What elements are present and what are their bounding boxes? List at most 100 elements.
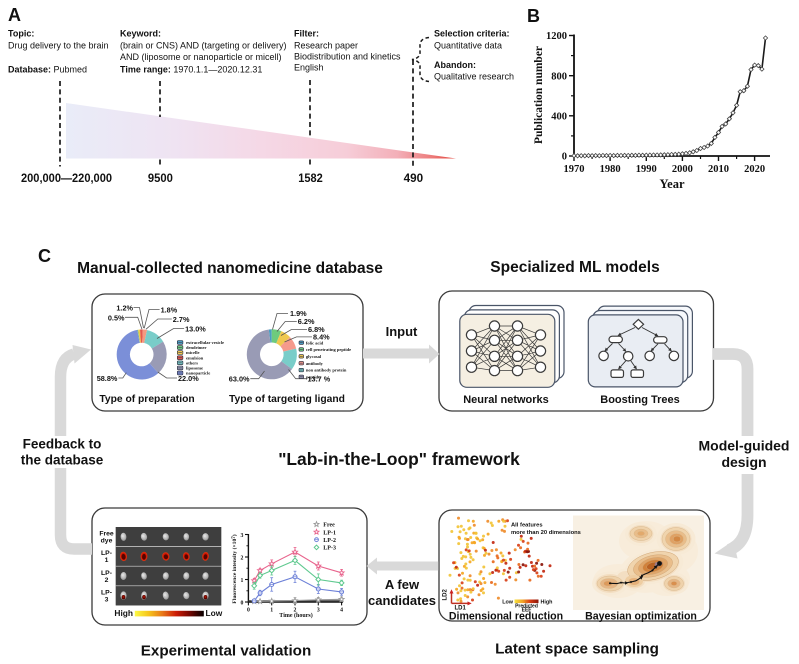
svg-text:the database: the database — [21, 453, 104, 468]
svg-text:63.0%: 63.0% — [229, 375, 250, 384]
svg-text:"Lab-in-the-Loop" framework: "Lab-in-the-Loop" framework — [278, 449, 520, 469]
svg-text:dye: dye — [101, 538, 113, 545]
svg-text:1.8%: 1.8% — [161, 306, 178, 315]
svg-text:Drug delivery to the brain: Drug delivery to the brain — [8, 41, 109, 51]
svg-text:Biodistribution and kinetics: Biodistribution and kinetics — [294, 52, 401, 62]
svg-text:Dimensional reduction: Dimensional reduction — [449, 610, 563, 622]
svg-text:candidates: candidates — [368, 593, 436, 608]
svg-text:1: 1 — [105, 557, 109, 564]
svg-text:Database: Pubmed: Database: Pubmed — [8, 65, 87, 75]
svg-text:Research paper: Research paper — [294, 41, 358, 51]
svg-text:non antibody protein: non antibody protein — [306, 368, 347, 373]
svg-text:others: others — [186, 360, 198, 365]
svg-text:200,000—220,000: 200,000—220,000 — [21, 171, 112, 185]
svg-text:micelle: micelle — [186, 350, 200, 355]
svg-text:more than 20 dimensions: more than 20 dimensions — [511, 530, 581, 536]
svg-text:13.0%: 13.0% — [185, 325, 206, 334]
svg-text:LP-: LP- — [101, 550, 112, 557]
svg-text:Neural networks: Neural networks — [463, 394, 549, 406]
svg-text:Abandon:: Abandon: — [434, 60, 476, 70]
svg-text:Manual-collected nanomedicine: Manual-collected nanomedicine database — [77, 260, 383, 277]
svg-text:A: A — [8, 5, 21, 25]
svg-text:Time (hours): Time (hours) — [279, 612, 312, 619]
svg-text:2000: 2000 — [672, 164, 693, 175]
svg-text:1: 1 — [240, 578, 243, 584]
svg-text:Filter:: Filter: — [294, 29, 319, 39]
svg-text:Selection criteria:: Selection criteria: — [434, 29, 510, 39]
svg-text:High: High — [114, 608, 133, 618]
svg-text:emulsion: emulsion — [186, 355, 204, 360]
svg-text:4: 4 — [340, 608, 343, 614]
svg-text:English: English — [294, 63, 324, 73]
svg-text:LP-: LP- — [101, 589, 112, 596]
svg-text:1: 1 — [270, 608, 273, 614]
svg-text:C: C — [38, 246, 51, 266]
svg-text:2.7%: 2.7% — [173, 315, 190, 324]
svg-text:Specialized ML models: Specialized ML models — [490, 259, 659, 276]
svg-text:A few: A few — [385, 577, 420, 592]
svg-text:folic acid: folic acid — [306, 340, 324, 345]
svg-text:antibody: antibody — [306, 361, 324, 366]
svg-text:Qualitative research: Qualitative research — [434, 72, 514, 82]
svg-text:3: 3 — [240, 533, 243, 539]
svg-text:Low: Low — [502, 599, 514, 605]
svg-text:Type of preparation: Type of preparation — [99, 394, 194, 405]
svg-text:Input: Input — [386, 324, 418, 339]
svg-text:800: 800 — [551, 71, 567, 82]
svg-text:Low: Low — [206, 608, 223, 618]
svg-text:dendrimer: dendrimer — [186, 345, 207, 350]
svg-text:1200: 1200 — [546, 31, 567, 42]
svg-text:2020: 2020 — [744, 164, 765, 175]
svg-text:22.0%: 22.0% — [178, 374, 199, 383]
svg-text:AND (liposome or nanoparticle: AND (liposome or nanoparticle or micell) — [120, 52, 282, 62]
svg-text:1.2%: 1.2% — [116, 304, 133, 313]
svg-text:3: 3 — [317, 608, 320, 614]
svg-text:Free: Free — [99, 531, 114, 538]
svg-text:Time range: 1970.1.1—2020.12.3: Time range: 1970.1.1—2020.12.31 — [120, 65, 262, 75]
svg-text:LP-1: LP-1 — [323, 530, 336, 536]
svg-text:LD1: LD1 — [455, 606, 467, 612]
svg-text:Latent space sampling: Latent space sampling — [495, 641, 659, 658]
svg-text:Feedback to: Feedback to — [23, 437, 102, 452]
svg-text:Free: Free — [323, 523, 335, 529]
svg-text:Predicted: Predicted — [515, 603, 538, 609]
svg-text:extracellular vesicle: extracellular vesicle — [186, 340, 224, 345]
svg-text:0: 0 — [247, 608, 250, 614]
svg-text:B: B — [527, 6, 540, 26]
svg-text:liposome: liposome — [186, 366, 203, 371]
svg-text:Year: Year — [660, 177, 685, 191]
svg-text:peptide: peptide — [306, 375, 320, 380]
svg-text:9500: 9500 — [148, 171, 173, 185]
svg-text:Model-guided: Model-guided — [699, 438, 790, 454]
svg-text:1582: 1582 — [298, 171, 323, 185]
svg-text:High: High — [541, 599, 553, 605]
svg-text:glycosal: glycosal — [306, 354, 322, 359]
svg-text:design: design — [721, 454, 766, 470]
svg-text:LP-2: LP-2 — [323, 538, 336, 544]
svg-text:Experimental validation: Experimental validation — [141, 643, 312, 660]
svg-text:Keyword:: Keyword: — [120, 29, 161, 39]
svg-text:400: 400 — [551, 111, 567, 122]
svg-text:Topic:: Topic: — [8, 29, 34, 39]
svg-text:2: 2 — [105, 577, 109, 584]
svg-text:cell penetrating peptide: cell penetrating peptide — [306, 347, 351, 352]
svg-text:1990: 1990 — [636, 164, 657, 175]
svg-text:Bayesian optimization: Bayesian optimization — [585, 610, 697, 622]
svg-text:LD2: LD2 — [443, 589, 449, 601]
svg-text:2: 2 — [240, 556, 243, 562]
svg-text:nanoparticle: nanoparticle — [186, 371, 210, 376]
svg-text:8.4%: 8.4% — [313, 332, 330, 341]
svg-text:490: 490 — [404, 171, 424, 185]
svg-text:Quantitative data: Quantitative data — [434, 41, 502, 51]
svg-text:1.9%: 1.9% — [290, 309, 307, 318]
svg-text:LP-3: LP-3 — [323, 546, 336, 552]
svg-text:3: 3 — [105, 596, 109, 603]
svg-text:1980: 1980 — [600, 164, 621, 175]
svg-text:6.2%: 6.2% — [298, 317, 315, 326]
svg-text:All features: All features — [511, 523, 543, 529]
svg-text:Type of targeting ligand: Type of targeting ligand — [229, 394, 345, 405]
svg-text:13.7 %: 13.7 % — [308, 375, 331, 384]
svg-text:6.8%: 6.8% — [308, 325, 325, 334]
svg-text:2: 2 — [294, 608, 297, 614]
svg-text:0.5%: 0.5% — [108, 313, 125, 322]
